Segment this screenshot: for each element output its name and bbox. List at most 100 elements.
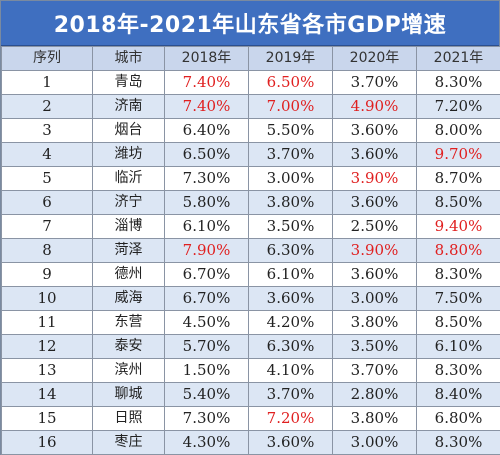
header-2021: 2021年: [416, 46, 500, 71]
growth-2021: 9.70%: [416, 142, 500, 167]
city-name: 淄博: [92, 214, 165, 239]
row-index: 4: [1, 142, 93, 167]
table-body: 1 青岛 7.40% 6.50% 3.70% 8.30% 2 济南 7.40% 7.00% 4.90…: [1, 70, 500, 455]
growth-2018: 6.10%: [164, 214, 249, 239]
table-row: 10 威海 6.70% 3.60% 3.00% 7.50%: [1, 286, 500, 311]
growth-2020: 3.60%: [332, 142, 417, 167]
growth-2020: 3.50%: [332, 334, 417, 359]
growth-2021: 8.30%: [416, 430, 500, 455]
row-index: 5: [1, 166, 93, 191]
growth-2020: 4.90%: [332, 94, 417, 119]
growth-2021: 7.50%: [416, 286, 500, 311]
growth-2021: 8.70%: [416, 166, 500, 191]
growth-2021: 8.30%: [416, 70, 500, 95]
growth-2018: 6.70%: [164, 286, 249, 311]
growth-2018: 4.50%: [164, 310, 249, 335]
growth-2021: 8.50%: [416, 190, 500, 215]
row-index: 12: [1, 334, 93, 359]
growth-2021: 8.30%: [416, 262, 500, 287]
table-row: 4 潍坊 6.50% 3.70% 3.60% 9.70%: [1, 142, 500, 167]
row-index: 9: [1, 262, 93, 287]
growth-2018: 7.30%: [164, 406, 249, 431]
growth-2018: 5.40%: [164, 382, 249, 407]
growth-2020: 3.70%: [332, 70, 417, 95]
growth-2018: 7.30%: [164, 166, 249, 191]
table-row: 2 济南 7.40% 7.00% 4.90% 7.20%: [1, 94, 500, 119]
city-name: 威海: [92, 286, 165, 311]
growth-2020: 3.90%: [332, 238, 417, 263]
table-row: 13 滨州 1.50% 4.10% 3.70% 8.30%: [1, 358, 500, 383]
growth-2020: 3.90%: [332, 166, 417, 191]
growth-2018: 4.30%: [164, 430, 249, 455]
growth-2018: 6.70%: [164, 262, 249, 287]
row-index: 11: [1, 310, 93, 335]
city-name: 泰安: [92, 334, 165, 359]
header-index: 序列: [1, 46, 93, 71]
growth-2019: 4.10%: [248, 358, 333, 383]
city-name: 枣庄: [92, 430, 165, 455]
table-row: 1 青岛 7.40% 6.50% 3.70% 8.30%: [1, 70, 500, 95]
growth-2018: 7.40%: [164, 70, 249, 95]
header-2018: 2018年: [164, 46, 249, 71]
header-row: 序列 城市 2018年 2019年 2020年 2021年: [1, 46, 500, 71]
growth-2018: 5.70%: [164, 334, 249, 359]
growth-2019: 3.80%: [248, 190, 333, 215]
growth-2018: 1.50%: [164, 358, 249, 383]
growth-2018: 6.40%: [164, 118, 249, 143]
table-row: 16 枣庄 4.30% 3.60% 3.00% 8.30%: [1, 430, 500, 455]
city-name: 潍坊: [92, 142, 165, 167]
growth-2021: 9.40%: [416, 214, 500, 239]
table-row: 9 德州 6.70% 6.10% 3.60% 8.30%: [1, 262, 500, 287]
growth-2020: 3.80%: [332, 406, 417, 431]
row-index: 6: [1, 190, 93, 215]
header-2020: 2020年: [332, 46, 417, 71]
growth-2020: 2.80%: [332, 382, 417, 407]
growth-2019: 3.70%: [248, 142, 333, 167]
growth-2020: 3.60%: [332, 262, 417, 287]
city-name: 滨州: [92, 358, 165, 383]
table-row: 12 泰安 5.70% 6.30% 3.50% 6.10%: [1, 334, 500, 359]
table-row: 7 淄博 6.10% 3.50% 2.50% 9.40%: [1, 214, 500, 239]
growth-2021: 8.40%: [416, 382, 500, 407]
header-city: 城市: [92, 46, 165, 71]
growth-2021: 7.20%: [416, 94, 500, 119]
growth-2019: 5.50%: [248, 118, 333, 143]
header-2019: 2019年: [248, 46, 333, 71]
growth-2018: 5.80%: [164, 190, 249, 215]
growth-2019: 6.30%: [248, 238, 333, 263]
city-name: 日照: [92, 406, 165, 431]
growth-2019: 3.50%: [248, 214, 333, 239]
growth-2020: 2.50%: [332, 214, 417, 239]
growth-2020: 3.80%: [332, 310, 417, 335]
row-index: 2: [1, 94, 93, 119]
row-index: 14: [1, 382, 93, 407]
table-row: 15 日照 7.30% 7.20% 3.80% 6.80%: [1, 406, 500, 431]
growth-2019: 6.30%: [248, 334, 333, 359]
growth-2021: 8.50%: [416, 310, 500, 335]
city-name: 烟台: [92, 118, 165, 143]
city-name: 济南: [92, 94, 165, 119]
table-title: 2018年-2021年山东省各市GDP增速: [1, 1, 499, 46]
city-name: 东营: [92, 310, 165, 335]
row-index: 13: [1, 358, 93, 383]
growth-2019: 6.10%: [248, 262, 333, 287]
gdp-table: 序列 城市 2018年 2019年 2020年 2021年 1 青岛 7.40% 6.…: [1, 46, 500, 455]
table-row: 14 聊城 5.40% 3.70% 2.80% 8.40%: [1, 382, 500, 407]
growth-2021: 8.00%: [416, 118, 500, 143]
growth-2019: 7.20%: [248, 406, 333, 431]
growth-2019: 7.00%: [248, 94, 333, 119]
growth-2019: 4.20%: [248, 310, 333, 335]
table-row: 3 烟台 6.40% 5.50% 3.60% 8.00%: [1, 118, 500, 143]
growth-2018: 7.40%: [164, 94, 249, 119]
row-index: 3: [1, 118, 93, 143]
growth-2018: 6.50%: [164, 142, 249, 167]
growth-2021: 8.30%: [416, 358, 500, 383]
row-index: 8: [1, 238, 93, 263]
row-index: 16: [1, 430, 93, 455]
row-index: 7: [1, 214, 93, 239]
city-name: 菏泽: [92, 238, 165, 263]
city-name: 聊城: [92, 382, 165, 407]
growth-2019: 6.50%: [248, 70, 333, 95]
growth-2020: 3.60%: [332, 118, 417, 143]
